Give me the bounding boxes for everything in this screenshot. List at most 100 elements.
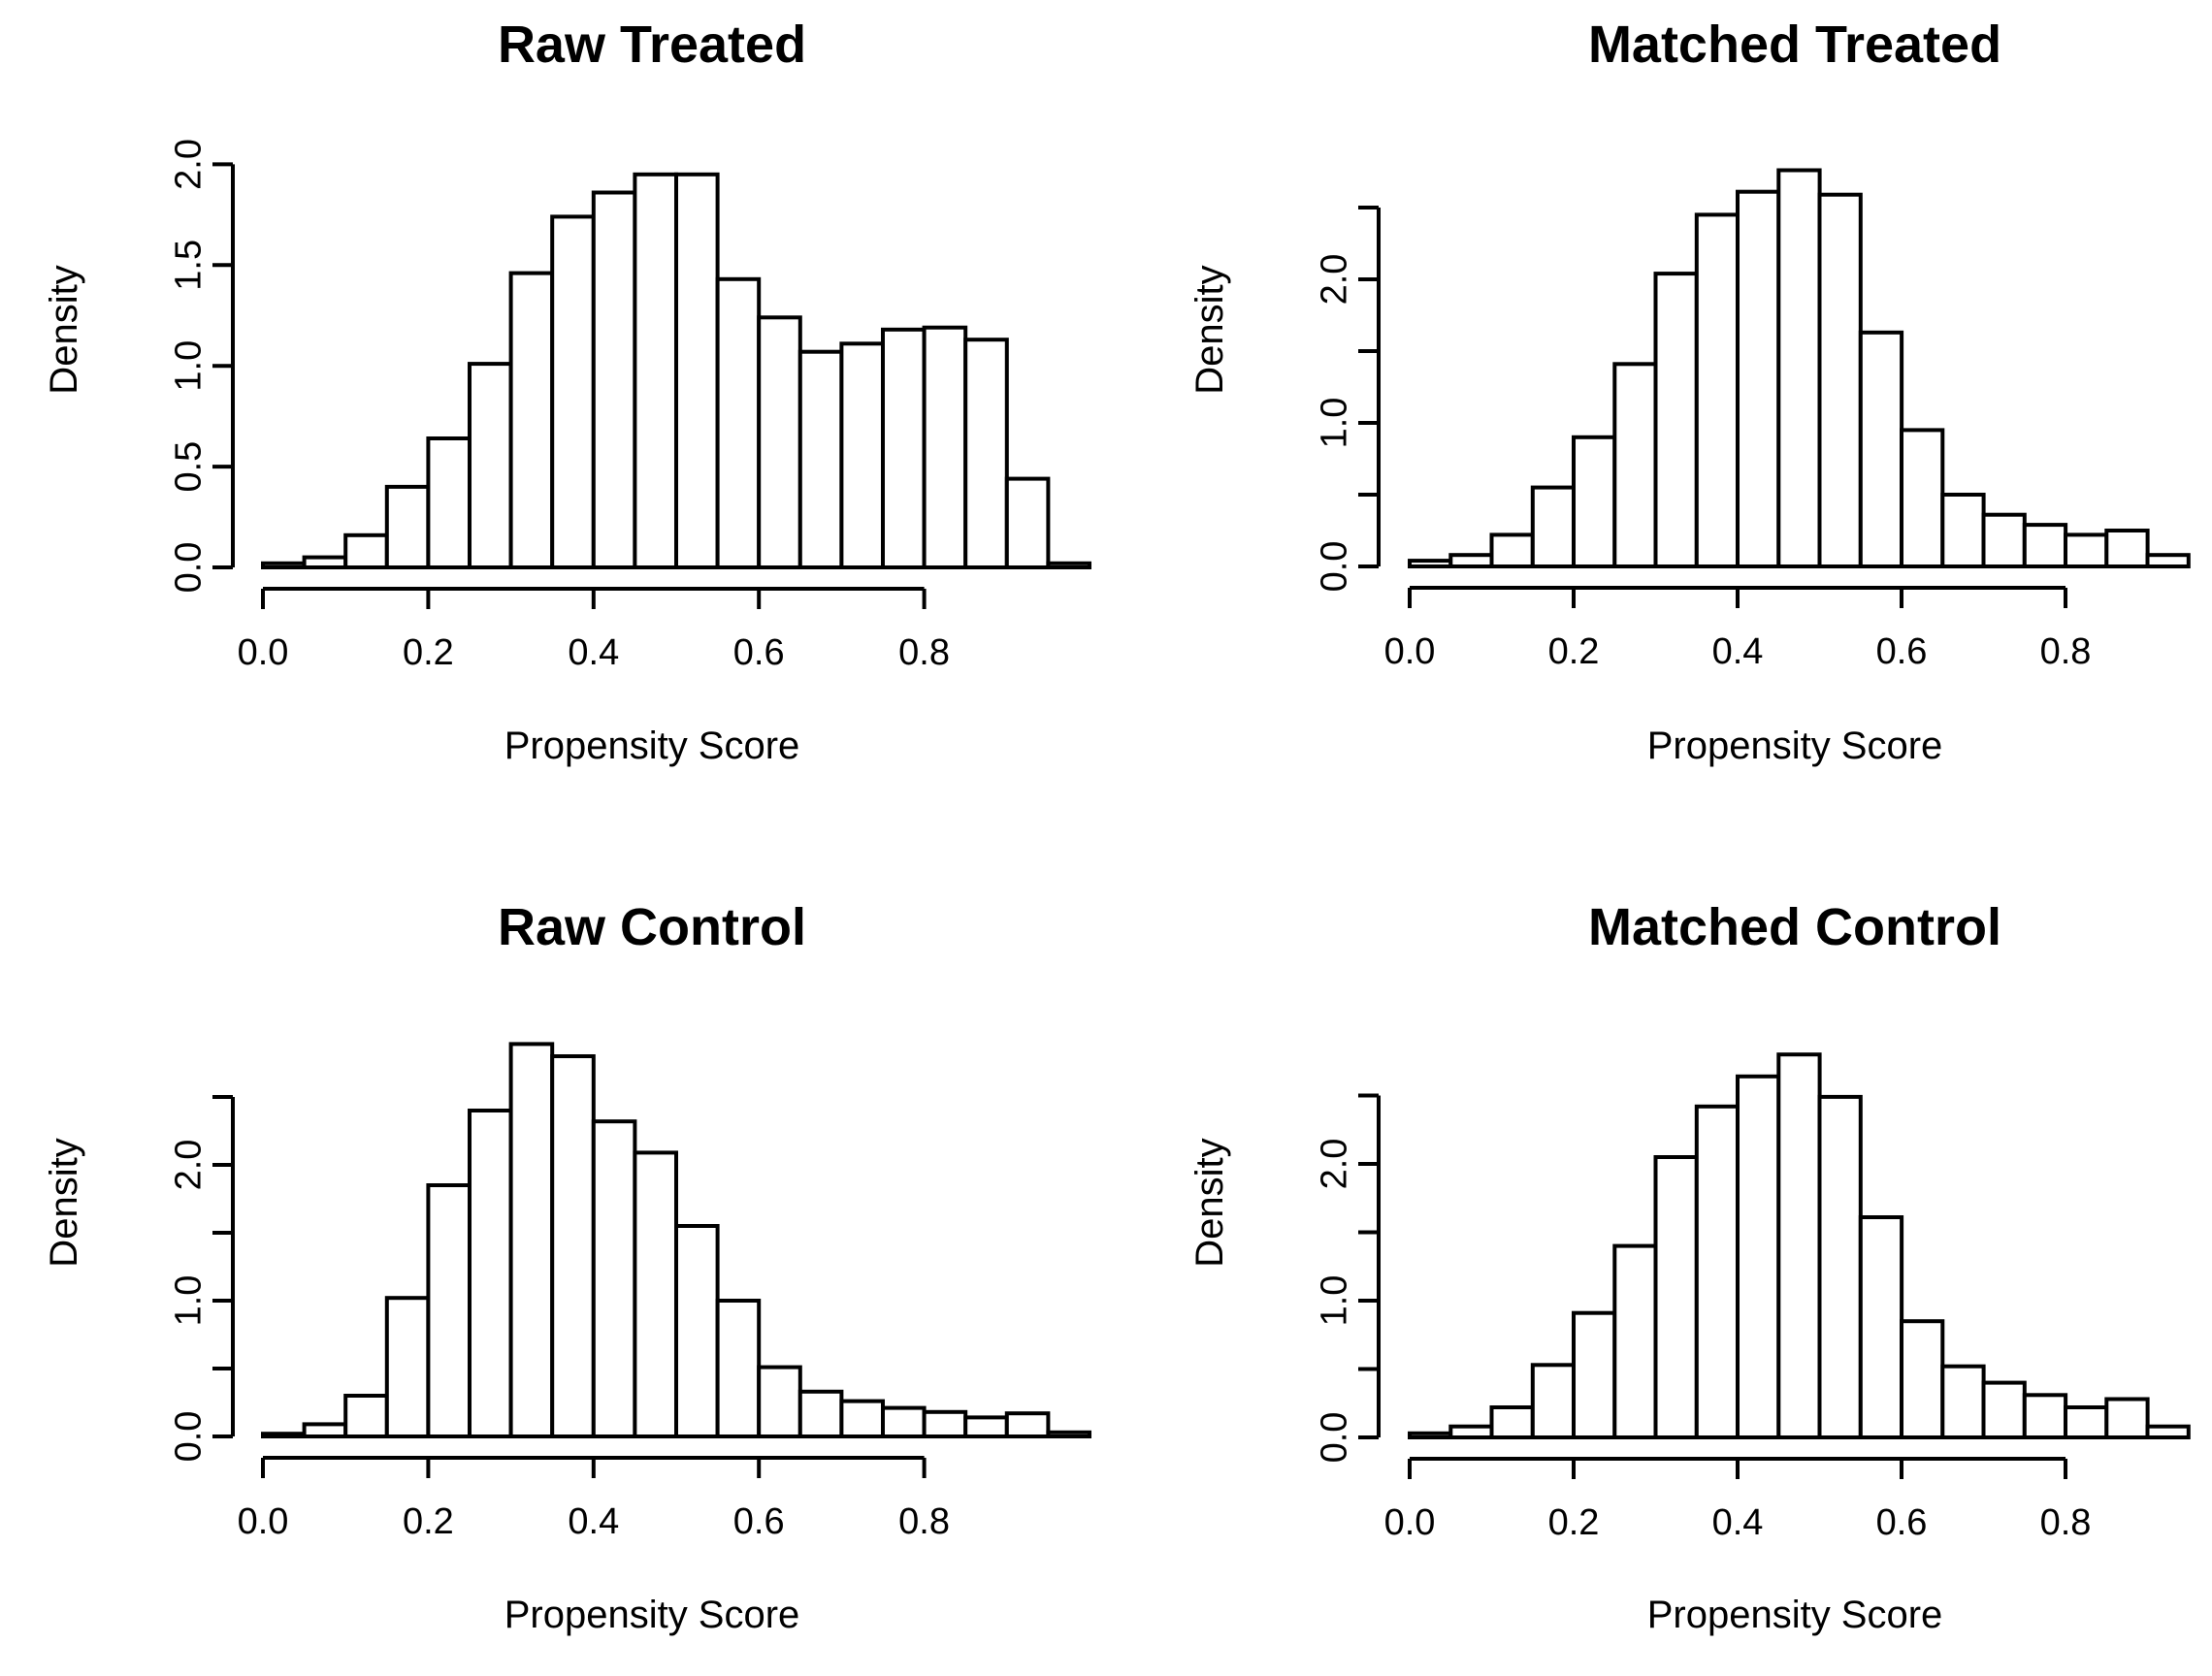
- histogram-bar: [468, 362, 513, 569]
- y-axis-title: Density: [1188, 1138, 1231, 1267]
- x-axis-title: Propensity Score: [1647, 725, 1943, 767]
- histogram-bar: [2022, 1393, 2068, 1440]
- x-tick-label: 0.4: [1712, 631, 1764, 672]
- histogram-bars: [1408, 1052, 2191, 1440]
- histogram-bar: [1736, 1074, 1781, 1440]
- histogram-bar: [881, 327, 927, 569]
- histogram-bar: [1408, 1431, 1453, 1440]
- x-tick-label: 0.4: [568, 632, 619, 673]
- histogram-bar: [591, 190, 637, 569]
- histogram-bar: [1817, 1094, 1863, 1440]
- histogram-bar: [2064, 1405, 2109, 1439]
- x-tick-label: 0.8: [898, 632, 950, 673]
- histogram-bar: [2104, 1397, 2150, 1439]
- panel-title: Matched Control: [1588, 898, 2001, 956]
- x-tick-label: 0.8: [2040, 631, 2092, 672]
- y-tick-label: 0.0: [168, 542, 209, 594]
- histogram-bars: [261, 172, 1092, 570]
- histogram-bar: [1572, 1310, 1617, 1439]
- histogram-bar: [302, 1422, 348, 1439]
- y-axis-title: Density: [1188, 265, 1231, 394]
- histogram-bar: [757, 1365, 802, 1438]
- x-tick-label: 0.2: [1548, 1502, 1600, 1543]
- histogram-bar: [1530, 1363, 1577, 1440]
- y-tick-label: 0.5: [168, 441, 209, 493]
- x-tick-label: 0.8: [2040, 1502, 2092, 1543]
- histogram-bar: [1981, 512, 2027, 569]
- histogram-bar: [922, 1409, 968, 1439]
- histogram-bar: [1448, 1424, 1494, 1439]
- y-tick-label: 1.0: [1314, 1275, 1354, 1327]
- x-tick-label: 0.2: [403, 1501, 454, 1542]
- histogram-bar: [343, 1394, 389, 1438]
- histogram-bar: [1046, 561, 1092, 569]
- histogram-bar: [1900, 1319, 1945, 1439]
- panel-raw-treated: Raw Treated Density Propensity Score 0.0…: [43, 16, 1092, 767]
- x-tick-label: 0.0: [1384, 631, 1436, 672]
- histogram-bar: [1817, 192, 1863, 568]
- x-tick-label: 0.6: [1876, 631, 1928, 672]
- histogram-bar: [2145, 1424, 2191, 1439]
- histogram-bar: [1940, 493, 1986, 568]
- histogram-bar: [1408, 559, 1453, 568]
- histogram-bar: [797, 1389, 844, 1439]
- histogram-bar: [591, 1119, 637, 1438]
- histogram-bar: [1612, 362, 1658, 568]
- x-tick-label: 0.0: [1384, 1502, 1436, 1543]
- histogram-bar: [1448, 553, 1494, 569]
- histogram-bar: [261, 1432, 307, 1438]
- histogram-bar: [757, 315, 802, 569]
- x-tick-label: 0.4: [568, 1501, 619, 1542]
- histogram-bar: [1900, 428, 1945, 568]
- histogram-bar: [1736, 189, 1781, 568]
- x-tick-label: 0.6: [733, 632, 785, 673]
- y-axis-title: Density: [43, 1138, 85, 1267]
- y-tick-label: 0.0: [1314, 1412, 1354, 1464]
- histogram-bar: [715, 1299, 762, 1438]
- histogram-bar: [715, 276, 762, 569]
- histogram-bar: [2145, 553, 2191, 569]
- histogram-bar: [839, 341, 886, 569]
- histogram-bar: [963, 338, 1009, 570]
- histogram-bar: [508, 271, 555, 569]
- panel-title: Raw Control: [498, 898, 806, 956]
- y-tick-label: 1.0: [168, 1275, 209, 1327]
- histogram-bar: [1858, 1215, 1904, 1439]
- histogram-bar: [674, 1224, 720, 1438]
- x-tick-label: 0.2: [403, 632, 454, 673]
- histogram-bar: [1694, 212, 1740, 568]
- histogram-bar: [1694, 1104, 1740, 1440]
- histogram-bar: [1004, 1411, 1051, 1438]
- y-tick-label: 1.0: [1314, 398, 1354, 449]
- histogram-bar: [384, 484, 431, 569]
- panel-matched-control: Matched Control Density Propensity Score…: [1188, 898, 2191, 1636]
- y-tick-label: 0.0: [1314, 541, 1354, 593]
- histogram-bar: [1046, 1430, 1092, 1439]
- histogram-bar: [2104, 529, 2150, 568]
- y-tick-label: 1.5: [168, 240, 209, 291]
- x-axis-title: Propensity Score: [504, 1594, 800, 1636]
- histogram-bar: [839, 1399, 886, 1438]
- histogram-bar: [1612, 1243, 1658, 1439]
- panel-matched-treated: Matched Treated Density Propensity Score…: [1188, 16, 2191, 767]
- histogram-bar: [508, 1042, 555, 1439]
- histogram-bar: [1004, 476, 1051, 570]
- histogram-bar: [343, 532, 389, 569]
- histogram-bar: [550, 214, 596, 569]
- y-tick-label: 2.0: [1314, 1139, 1354, 1190]
- histogram-bar: [1940, 1364, 1986, 1439]
- histogram-bar: [426, 436, 472, 569]
- histogram-bar: [633, 172, 679, 570]
- histogram-bars: [1408, 168, 2191, 569]
- panel-raw-control: Raw Control Density Propensity Score 0.0…: [43, 898, 1092, 1636]
- y-tick-label: 0.0: [168, 1411, 209, 1463]
- x-axis-title: Propensity Score: [1647, 1594, 1943, 1636]
- histogram-bar: [633, 1150, 679, 1439]
- histogram-bar: [1653, 272, 1699, 568]
- y-axis-title: Density: [43, 265, 85, 394]
- histogram-bar: [674, 172, 720, 570]
- y-tick-label: 2.0: [168, 139, 209, 190]
- y-tick-label: 2.0: [168, 1140, 209, 1191]
- histogram-bar: [2022, 523, 2068, 568]
